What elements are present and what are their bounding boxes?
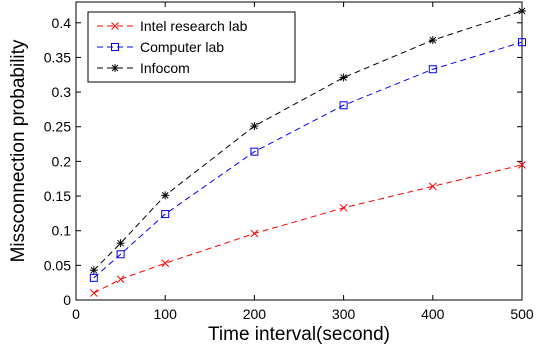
data-point: [116, 250, 125, 259]
data-point: [428, 65, 437, 74]
x-tick-label: 0: [72, 306, 80, 322]
y-tick-label: 0: [63, 292, 71, 308]
data-point: [250, 147, 259, 156]
legend-marker: [111, 43, 119, 51]
legend-marker: [111, 22, 119, 30]
data-point: [89, 266, 98, 275]
y-tick-label: 0.4: [52, 15, 72, 31]
data-point: [428, 36, 437, 45]
data-point: [161, 259, 170, 268]
data-point: [89, 273, 98, 282]
data-point: [116, 239, 125, 248]
y-tick-label: 0.2: [52, 153, 72, 169]
data-point: [250, 229, 259, 238]
legend-label: Computer lab: [140, 39, 224, 55]
y-tick-label: 0.15: [44, 188, 71, 204]
legend-label: Intel research lab: [140, 18, 248, 34]
series-line-1: [93, 41, 523, 279]
data-point: [339, 73, 348, 82]
x-axis-title: Time interval(second): [208, 324, 390, 345]
x-tick-label: 500: [510, 306, 534, 322]
x-tick-label: 100: [154, 306, 178, 322]
x-tick-label: 300: [332, 306, 356, 322]
data-point: [250, 122, 259, 131]
data-point: [89, 289, 98, 297]
x-tick-label: 200: [243, 306, 267, 322]
x-tick-label: 400: [421, 306, 445, 322]
y-tick-label: 0.3: [52, 84, 72, 100]
data-point: [518, 38, 526, 47]
y-axis-title: Missconnection probability: [8, 39, 29, 262]
legend-marker: [111, 64, 119, 72]
data-point: [116, 275, 125, 284]
data-point: [339, 101, 348, 110]
data-point: [161, 191, 170, 200]
data-point: [518, 161, 526, 169]
data-point: [428, 182, 437, 191]
y-tick-label: 0.05: [44, 257, 71, 273]
y-axis-ticks: 0 0.05 0.1 0.15 0.2 0.25 0.3 0.35 0.4: [44, 15, 522, 308]
legend-label: Infocom: [140, 60, 190, 76]
data-point: [339, 203, 348, 212]
x-axis-ticks: 0 100 200 300 400 500: [72, 2, 534, 322]
legend: Intel research lab Computer lab Infocom: [87, 11, 296, 83]
series-layer: [89, 7, 526, 297]
data-point: [518, 7, 526, 16]
y-tick-label: 0.25: [44, 119, 71, 135]
data-point: [161, 210, 170, 219]
y-tick-label: 0.35: [44, 49, 71, 65]
y-tick-label: 0.1: [52, 223, 72, 239]
